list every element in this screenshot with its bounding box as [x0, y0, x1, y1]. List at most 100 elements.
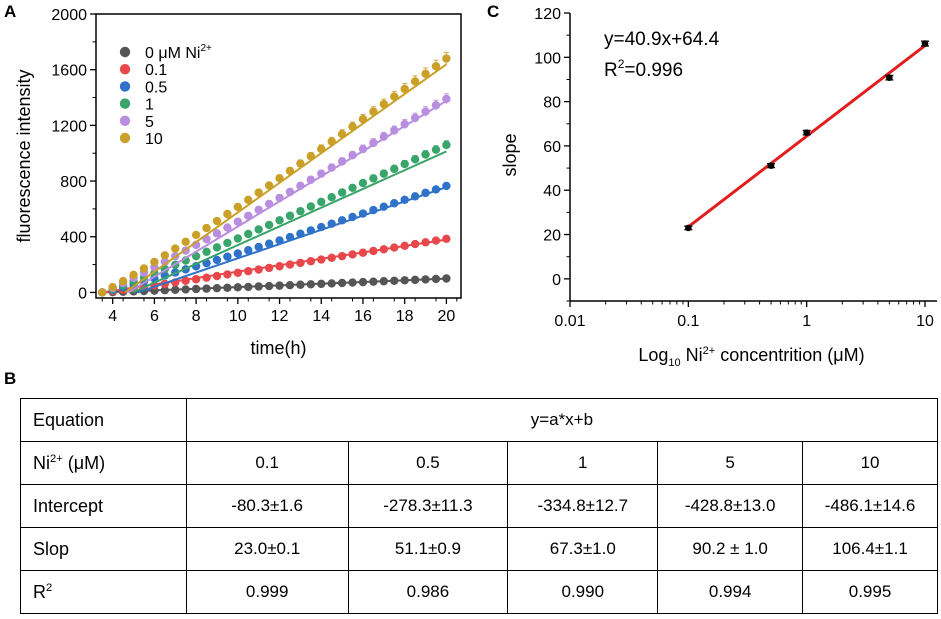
slope-cell: 90.2 ± 1.0 — [657, 527, 804, 571]
data-point-a-0.1 — [379, 245, 389, 254]
equation-cell: y=a*x+b — [185, 398, 939, 442]
x-tick-label-a: 8 — [192, 308, 201, 325]
data-point-a-10 — [442, 54, 451, 63]
data-point-a-0.1 — [369, 246, 378, 256]
data-point-a-0.1 — [264, 263, 274, 273]
data-point-a-5 — [285, 187, 295, 197]
data-point-a-0 — [212, 283, 222, 293]
y-tick-label-a: 1600 — [51, 63, 87, 80]
r2-cell: 0.994 — [657, 570, 804, 614]
panel-label-a: A — [4, 2, 17, 21]
legend-label-a-1: 1 — [145, 97, 154, 114]
data-point-a-5 — [327, 163, 336, 172]
data-point-a-0 — [275, 281, 284, 290]
data-point-a-5 — [400, 119, 409, 129]
plot-frame-a — [95, 13, 462, 299]
data-point-a-0 — [202, 284, 211, 293]
panel-label-b: B — [4, 369, 17, 388]
data-point-a-10 — [223, 209, 232, 219]
x-tick-label-a: 10 — [229, 308, 247, 325]
data-point-a-0.1 — [358, 248, 368, 257]
chart-c: 0 20 40 60 80 100 120 0.01 0.1 1 10 Log10 Ni2+ conc… — [500, 6, 937, 369]
r2-cell: 0.986 — [347, 570, 509, 614]
y-tick-label-c: 60 — [543, 139, 561, 156]
data-point-a-10 — [337, 129, 347, 139]
data-point-a-0 — [254, 282, 263, 291]
data-point-a-10 — [181, 237, 190, 247]
data-point-a-0.5 — [379, 202, 389, 211]
data-point-a-10 — [160, 251, 170, 260]
data-point-a-0.5 — [348, 212, 357, 222]
legend-label-a-10: 10 — [145, 131, 163, 148]
data-point-a-5 — [379, 132, 389, 141]
data-point-a-1 — [244, 229, 253, 239]
slope-cell: 23.0±0.1 — [185, 527, 349, 571]
data-point-a-0 — [421, 275, 430, 284]
data-point-a-0 — [317, 279, 326, 289]
fit-line-a-10 — [124, 63, 447, 294]
data-point-a-10 — [348, 122, 357, 131]
legend-marker-a-5 — [119, 115, 131, 127]
slope-cell: 67.3±1.0 — [507, 527, 659, 571]
concentration-cell: 0.1 — [185, 441, 349, 485]
fit-line-a-1 — [132, 150, 447, 294]
data-point-a-0.5 — [275, 236, 284, 245]
panel-label-c: C — [487, 2, 500, 21]
data-point-a-0 — [171, 285, 180, 295]
data-point-a-0.5 — [264, 239, 274, 248]
intercept-label: Intercept — [20, 484, 187, 528]
equation-label: Equation — [20, 398, 187, 442]
data-point-a-10 — [379, 99, 389, 109]
data-point-a-0 — [431, 274, 441, 284]
legend-marker-a-0.1 — [119, 63, 131, 75]
data-point-a-0.5 — [410, 192, 420, 201]
table-row-intercept: Intercept -80.3±1.6 -278.3±11.3 -334.8±1… — [20, 484, 938, 528]
y-tick-label-a: 1200 — [51, 118, 87, 135]
data-point-a-0.1 — [317, 255, 326, 264]
intercept-cell: -80.3±1.6 — [185, 484, 349, 528]
legend-label-a-5: 5 — [145, 114, 154, 131]
x-tick-label-c: 0.1 — [677, 313, 699, 330]
data-point-a-0.1 — [348, 250, 357, 259]
data-point-a-10 — [191, 230, 201, 240]
data-point-a-5 — [296, 181, 305, 191]
data-point-c — [886, 74, 893, 81]
data-point-a-1 — [369, 174, 378, 183]
y-tick-label-c: 40 — [543, 183, 561, 200]
data-point-a-0.1 — [296, 258, 305, 268]
data-point-a-0.5 — [244, 246, 253, 255]
data-point-a-0.1 — [285, 260, 295, 269]
table-row-concentration: Ni2+ (μM) 0.1 0.5 1 5 10 — [20, 441, 938, 485]
y-axis-label-c: slope — [500, 133, 520, 176]
data-point-a-1 — [337, 188, 347, 197]
data-point-c — [685, 224, 692, 232]
slope-cell: 106.4±1.1 — [802, 527, 938, 571]
fit-line-a-0.1 — [102, 238, 447, 294]
data-point-a-0.5 — [400, 195, 409, 205]
data-point-a-0 — [348, 278, 357, 287]
data-point-a-0.1 — [327, 253, 336, 263]
slope-cell: 51.1±0.9 — [347, 527, 509, 571]
data-point-a-5 — [275, 193, 284, 203]
data-point-a-5 — [233, 217, 243, 226]
r2-annotation-c: R2=0.996 — [604, 57, 683, 81]
data-point-a-5 — [442, 94, 451, 104]
data-point-a-1 — [233, 234, 243, 243]
data-point-a-0 — [223, 283, 232, 292]
data-point-a-1 — [254, 225, 263, 234]
data-point-a-10 — [212, 216, 222, 226]
data-point-a-10 — [139, 264, 149, 273]
data-point-a-1 — [317, 197, 326, 207]
data-point-a-5 — [369, 138, 378, 148]
data-point-a-1 — [191, 251, 201, 261]
x-axis-label-c: Log10 Ni2+ concentrition (μM) — [638, 345, 864, 369]
x-tick-label-a: 14 — [312, 308, 330, 325]
x-tick-label-c: 1 — [802, 313, 811, 330]
data-point-a-5 — [306, 175, 316, 184]
data-point-a-10 — [202, 223, 211, 233]
data-point-a-0.5 — [390, 199, 399, 208]
data-point-a-0.5 — [317, 222, 326, 232]
data-point-a-10 — [410, 77, 420, 86]
r2-label: R2 — [20, 570, 187, 614]
data-point-a-10 — [327, 137, 336, 146]
